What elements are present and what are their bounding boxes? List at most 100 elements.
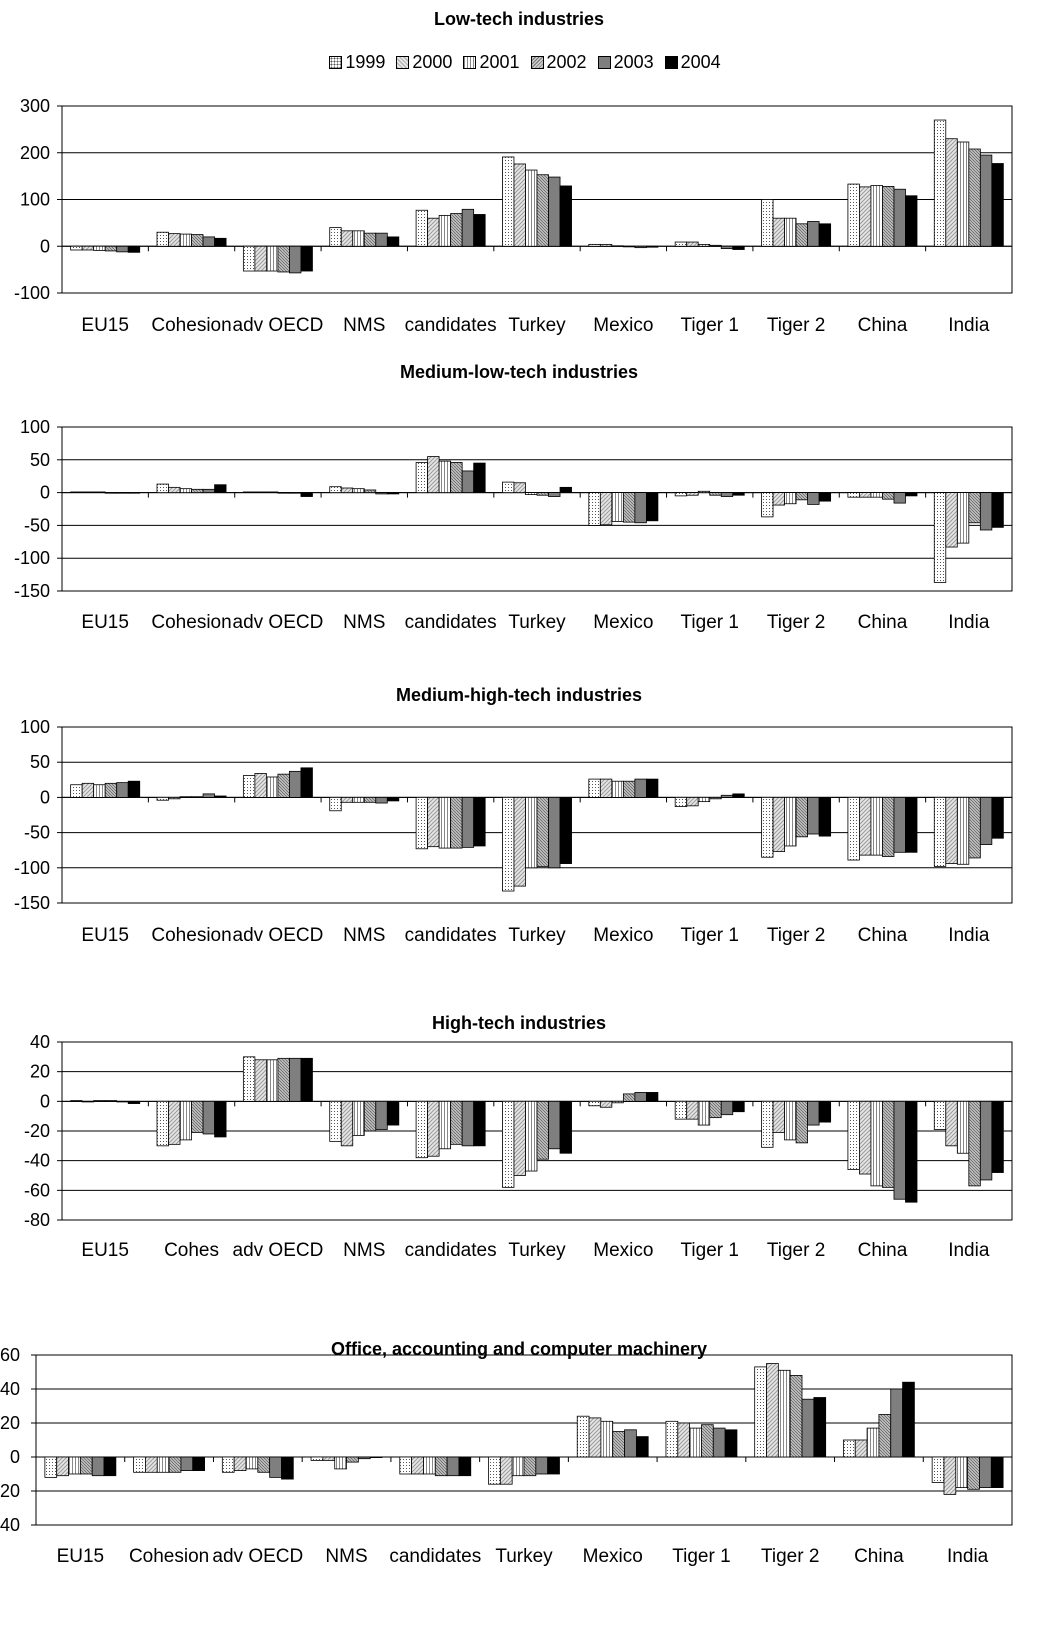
x-category-label: EU15 (81, 612, 129, 633)
bar (438, 214, 452, 247)
bar (458, 1456, 472, 1477)
bar (340, 230, 354, 247)
bar (70, 491, 83, 494)
bar (807, 492, 820, 505)
bar (905, 492, 918, 497)
bar (168, 797, 181, 800)
bar (386, 236, 400, 247)
bar (461, 470, 475, 493)
bar (202, 1100, 215, 1135)
bar (854, 1439, 868, 1458)
bar (979, 154, 993, 247)
x-category-label: Mexico (583, 1546, 643, 1567)
bar (956, 492, 970, 544)
legend-swatch-2003 (597, 56, 611, 69)
bar (905, 195, 918, 247)
bar (70, 1100, 83, 1102)
bar (116, 782, 129, 798)
plot-area (61, 426, 1013, 592)
bar (179, 796, 192, 798)
bar (801, 1398, 815, 1458)
x-category-label: Turkey (508, 315, 566, 336)
bar (461, 797, 475, 848)
bar (70, 245, 83, 251)
bar (559, 797, 572, 864)
y-tick-label: 100 (20, 417, 50, 437)
bar (386, 492, 400, 495)
bar (795, 223, 809, 247)
bar (893, 492, 906, 504)
bar (772, 217, 785, 247)
chart-title: Medium-high-tech industries (396, 685, 642, 705)
bar (847, 183, 860, 247)
bar (245, 1456, 259, 1470)
bar (611, 245, 624, 247)
x-category-label: Tiger 1 (681, 1240, 739, 1261)
bar (357, 1456, 371, 1460)
bar (192, 1456, 205, 1471)
x-category-label: China (854, 1546, 904, 1567)
bar (310, 1456, 324, 1461)
bar (145, 1456, 158, 1473)
bar (300, 1057, 313, 1102)
bar (772, 797, 785, 853)
bar (79, 1456, 93, 1475)
bar (352, 1100, 365, 1136)
bar (254, 245, 267, 272)
y-tick-label: 0 (10, 1447, 20, 1467)
bar (427, 217, 440, 247)
x-category-label: Turkey (508, 1240, 566, 1261)
bar (761, 1100, 774, 1148)
bar (990, 1456, 1004, 1489)
bar (720, 245, 734, 249)
bar (931, 1456, 945, 1483)
bar (257, 1456, 271, 1473)
x-category-label: Tiger 2 (767, 925, 825, 946)
legend-swatch-2000 (396, 56, 410, 69)
bar (488, 1456, 501, 1485)
bar (180, 1456, 194, 1471)
bar (81, 782, 95, 798)
x-category-label: EU15 (81, 315, 129, 336)
x-category-label: Tiger 1 (672, 1546, 730, 1567)
x-category-label: EU15 (81, 1240, 129, 1261)
x-category-label: Turkey (495, 1546, 553, 1567)
bar (866, 1427, 880, 1458)
bar (611, 780, 624, 798)
bar (859, 492, 872, 498)
bar (461, 208, 475, 247)
bar (168, 233, 181, 247)
bar (352, 230, 365, 247)
x-category-label: India (948, 1240, 990, 1261)
bar (956, 1100, 970, 1154)
bar (116, 492, 129, 494)
bar (870, 1100, 883, 1187)
legend-label: 2002 (546, 52, 587, 72)
bar (281, 1456, 294, 1480)
x-category-label: India (947, 1546, 989, 1567)
bar (81, 245, 95, 251)
bar (300, 245, 313, 272)
bar (536, 1100, 549, 1160)
bar (473, 797, 486, 847)
bar (81, 1100, 95, 1103)
bar (612, 1431, 625, 1458)
bar (902, 1381, 915, 1458)
legend-label: 2000 (412, 52, 453, 72)
y-tick-label: 0 (40, 787, 50, 807)
x-category-label: NMS (343, 315, 385, 336)
bar (254, 773, 267, 798)
bar (991, 163, 1004, 247)
bar (525, 797, 538, 869)
plot-area (61, 105, 1013, 294)
bar (979, 1100, 993, 1181)
bar (156, 1456, 170, 1473)
bar (818, 492, 832, 502)
bar (434, 1456, 448, 1477)
x-category-label: NMS (343, 612, 385, 633)
bar (588, 1100, 601, 1107)
bar (882, 1100, 895, 1188)
bar (622, 245, 636, 248)
bar (979, 797, 993, 845)
bar (242, 245, 256, 272)
